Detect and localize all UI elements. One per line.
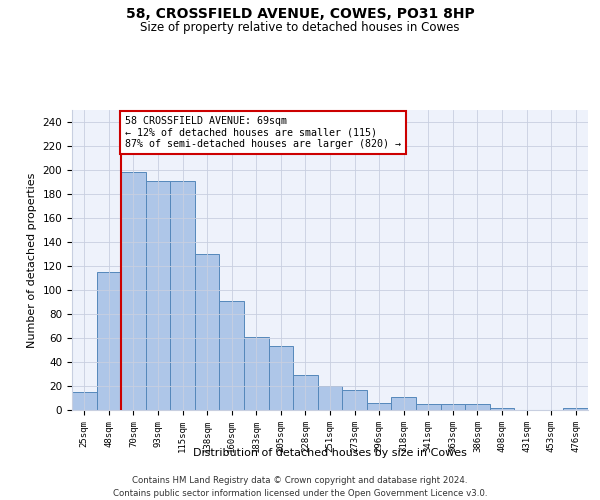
Bar (293, 375, 318, 410)
Bar (97, 272, 121, 410)
Bar (563, 408, 588, 410)
Bar (342, 390, 367, 410)
Text: Contains public sector information licensed under the Open Government Licence v3: Contains public sector information licen… (113, 489, 487, 498)
Bar (220, 301, 244, 410)
Bar (121, 172, 146, 410)
Y-axis label: Number of detached properties: Number of detached properties (27, 172, 37, 348)
Bar (269, 346, 293, 410)
Text: 58 CROSSFIELD AVENUE: 69sqm
← 12% of detached houses are smaller (115)
87% of se: 58 CROSSFIELD AVENUE: 69sqm ← 12% of det… (125, 116, 401, 149)
Bar (465, 404, 490, 410)
Bar (440, 404, 465, 410)
Bar (72, 392, 97, 410)
Bar (490, 408, 514, 410)
Bar (195, 254, 220, 410)
Text: 58, CROSSFIELD AVENUE, COWES, PO31 8HP: 58, CROSSFIELD AVENUE, COWES, PO31 8HP (125, 8, 475, 22)
Bar (244, 337, 269, 410)
Bar (146, 181, 170, 410)
Bar (318, 386, 342, 410)
Bar (416, 404, 440, 410)
Text: Distribution of detached houses by size in Cowes: Distribution of detached houses by size … (193, 448, 467, 458)
Text: Contains HM Land Registry data © Crown copyright and database right 2024.: Contains HM Land Registry data © Crown c… (132, 476, 468, 485)
Bar (391, 397, 416, 410)
Text: Size of property relative to detached houses in Cowes: Size of property relative to detached ho… (140, 21, 460, 34)
Bar (170, 181, 195, 410)
Bar (367, 403, 391, 410)
